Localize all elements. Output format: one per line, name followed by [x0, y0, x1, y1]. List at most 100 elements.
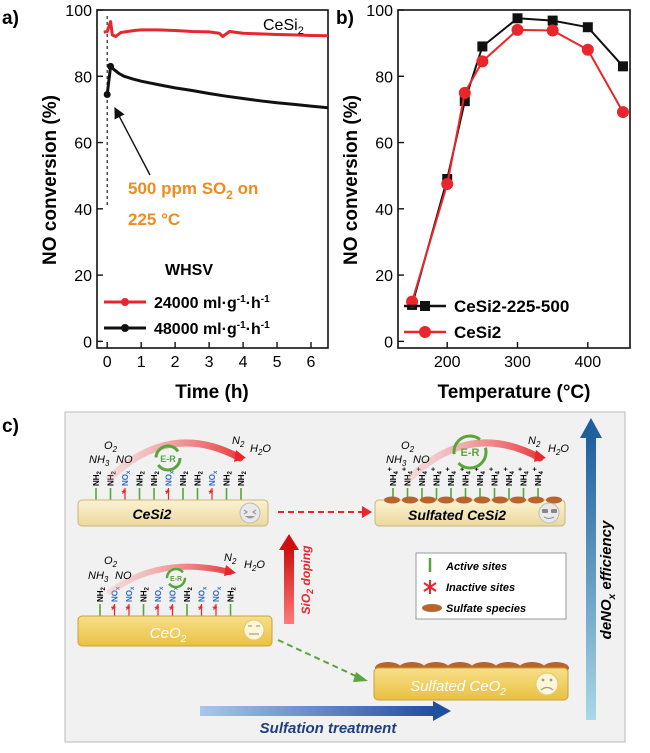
panel-a-legend-item-48000: 48000 ml·g-1·h-1	[104, 320, 270, 338]
inactive-site-asterisk-icon: *	[165, 487, 170, 501]
sulfated-ceo2-slab	[373, 667, 569, 701]
legend-sulfate-species: Sulfate species	[446, 603, 526, 615]
panel-a-ytick-label: 20	[74, 268, 92, 285]
panel-a-xlabel: Time (h)	[175, 382, 249, 403]
panel-a-xtick-label: 1	[137, 354, 146, 371]
cesi2-slab	[77, 499, 269, 527]
panel-b-axes: 0 20 40 60 80 100 200 300 400	[366, 3, 601, 371]
panel-b-series-0-point	[512, 13, 523, 24]
sulfate-species	[474, 496, 490, 504]
panel-b-ylabel: NO conversion (%)	[341, 95, 362, 265]
panel-a-xtick-label: 2	[171, 354, 180, 371]
cesi2-reaction-arrowhead	[234, 450, 246, 462]
ceo2-h2o: H2O	[244, 559, 265, 573]
panel-c-label: c)	[2, 416, 19, 437]
panel-a-legend-item-24000: 24000 ml·g-1·h-1	[104, 294, 270, 312]
panel-a-ytick-label: 40	[74, 202, 92, 219]
panel-b-ytick-label: 100	[366, 3, 393, 20]
panel-a-series-1-point	[103, 91, 111, 98]
panel-b-ytick-label: 0	[384, 334, 393, 351]
sulfated-cesi2-block: NH4+NH4+NH4+NH4+NH4+NH4+NH4+NH4+NH4+NH4+…	[374, 434, 569, 527]
panel-b-series-0-point	[547, 15, 558, 26]
panel-a-annotation-so2: 500 ppm SO2 on	[128, 179, 258, 202]
sulfate-species	[402, 496, 418, 504]
site-nh-label: NH2	[92, 470, 103, 486]
panel-a-xtick-label: 4	[239, 354, 248, 371]
panel-b-series-1-line	[411, 28, 624, 302]
ceo2-o2: O2	[104, 555, 118, 569]
sulfated-cesi2-er-label: E-R	[461, 447, 480, 459]
site-nox-label: NOx	[198, 586, 209, 602]
sulfate-species	[384, 496, 400, 504]
site-nh-label: NH4+	[387, 467, 400, 486]
site-nh-label: NH2	[237, 470, 248, 486]
panel-b-xlabel: Temperature (°C)	[438, 382, 591, 403]
legend-inactive-sites: Inactive sites	[446, 582, 515, 594]
sulfate-species	[546, 496, 562, 504]
sulfated-cesi2-no: NO	[413, 454, 430, 466]
site-nh-label: NH2	[150, 470, 161, 486]
panel-c-legend-box	[415, 552, 567, 620]
panel-a-ytick-label: 80	[74, 69, 92, 86]
panel-a-cesi2-badge: CeSi2	[263, 17, 304, 37]
panel-b-label: b)	[336, 8, 354, 29]
site-nh-label: NH2	[223, 470, 234, 486]
site-nh-label: NH2	[194, 470, 205, 486]
site-nh-label: NH4+	[474, 467, 487, 486]
sio2-doping-label: SiO2 doping	[299, 545, 315, 615]
ceo2-label: CeO2	[150, 625, 187, 645]
panel-b-series-0-line	[411, 17, 624, 306]
legend-active-sites: Active sites	[445, 561, 507, 573]
cesi2-no: NO	[116, 454, 133, 466]
laughing-face-icon	[239, 502, 261, 524]
sulfation-treatment-arrow: Sulfation treatment	[200, 701, 451, 737]
panel-b-xtick-label: 200	[434, 354, 461, 371]
legend-text-48000: 48000 ml·g-1·h-1	[154, 320, 270, 338]
panel-a-ytick-label: 60	[74, 136, 92, 153]
sulfate-species	[510, 496, 526, 504]
panel-a-axes: 0 20 40 60 80 100 0 1 2 3 4 5 6	[65, 3, 315, 371]
panel-b-series-0-point	[617, 61, 628, 72]
neutral-face-icon	[243, 619, 265, 641]
site-nh-label: NH2	[136, 470, 147, 486]
sulfated-cesi2-h2o: H2O	[548, 443, 569, 457]
site-nox-label: NOx	[121, 470, 132, 486]
panel-b-series-0-point	[459, 96, 470, 107]
panel-a-ylabel: NO conversion (%)	[40, 95, 61, 265]
panel-b-series-1-point	[511, 23, 524, 36]
panel-b-chart: b) 0 20 40 60 80 100 200 300 400 NO conversion (…	[336, 3, 631, 403]
panel-a-series	[103, 20, 329, 110]
inactive-site-asterisk-icon: *	[169, 603, 174, 617]
panel-a-xtick-label: 5	[273, 354, 282, 371]
legend-text-24000: 24000 ml·g-1·h-1	[154, 294, 270, 312]
ceo2-er-cycle-icon: E-R	[165, 567, 187, 589]
ceo2-reaction-arc	[107, 563, 233, 595]
panel-b-series-1-point	[476, 55, 489, 68]
cesi2-reaction-arc	[106, 439, 244, 482]
panel-b-xtick-label: 400	[574, 354, 601, 371]
panel-b-legend-item-cesi2: CeSi2	[404, 323, 501, 342]
sulfate-species	[528, 496, 544, 504]
inactive-site-asterisk-icon	[423, 580, 437, 594]
inactive-site-asterisk-icon: *	[209, 487, 214, 501]
panel-a-frame	[96, 9, 329, 349]
panel-b-series	[406, 13, 629, 310]
panel-c-schematic: c) NH2NH2*NOxNH2NH2*NOxNH2NH2*NOxNH2NH2 …	[2, 411, 626, 743]
panel-b-series-1-point	[616, 106, 629, 119]
cesi2-n2: N2	[232, 435, 245, 449]
panel-b-series-1-point	[546, 24, 559, 37]
legend-marker-red	[121, 298, 129, 306]
inactive-site-asterisk-icon: *	[111, 603, 116, 617]
panel-b-series-1-point	[581, 43, 594, 56]
site-nh-label: NH2	[179, 470, 190, 486]
ceo2-er-label: E-R	[170, 576, 182, 583]
sulfated-cesi2-nh3: NH3	[386, 454, 407, 468]
sulfate-species	[420, 496, 436, 504]
panel-a-ytick-label: 100	[65, 3, 92, 20]
inactive-site-asterisk-icon: *	[198, 603, 203, 617]
panel-a-legend-title: WHSV	[165, 262, 213, 279]
legend-marker-black	[121, 324, 129, 332]
